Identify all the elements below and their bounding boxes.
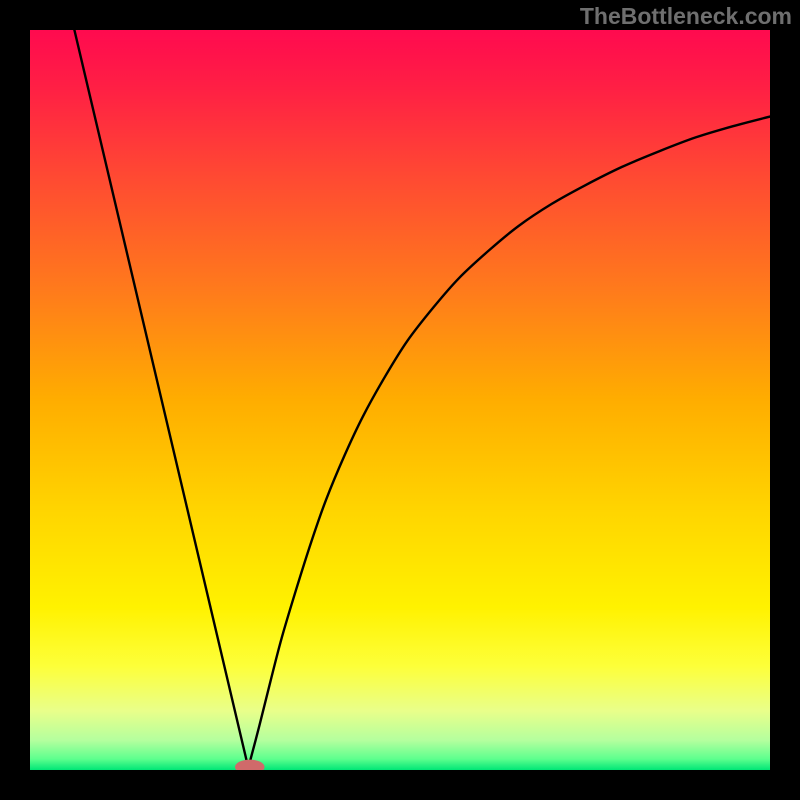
watermark-text: TheBottleneck.com	[580, 3, 792, 30]
chart-svg	[30, 30, 770, 770]
chart-container: TheBottleneck.com	[0, 0, 800, 800]
gradient-background	[30, 30, 770, 770]
plot-area	[30, 30, 770, 770]
